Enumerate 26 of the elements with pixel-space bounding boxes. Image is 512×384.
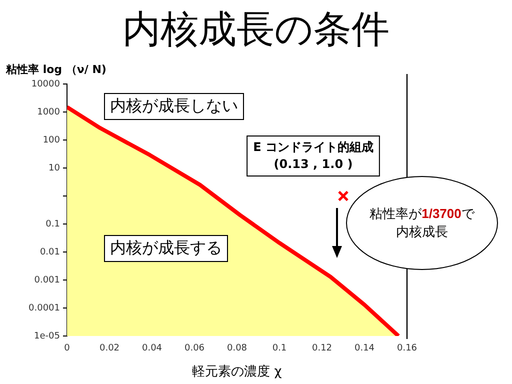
- y-tick-label: 100: [42, 135, 60, 146]
- y-tick-label: 10: [48, 163, 60, 174]
- chart-title: 内核成長の条件: [122, 6, 390, 53]
- annotation: E コンドライト的組成 (0.13 , 1.0 ): [253, 140, 374, 172]
- y-axis-title: 粘性率 log （ν/ N): [6, 62, 106, 77]
- x-tick-label: 0.06: [184, 344, 205, 354]
- x-axis-title: 軽元素の濃度 χ: [192, 364, 282, 380]
- y-tick-label: 0.01: [40, 247, 60, 258]
- x-tick-label: 0.16: [396, 344, 418, 354]
- annotation: 内核が成長しない: [104, 93, 244, 120]
- y-tick-label: 10000: [31, 79, 60, 90]
- y-tick-label: 1e-05: [34, 331, 60, 342]
- x-tick-label: 0.14: [354, 344, 375, 354]
- x-tick-label: 0.02: [99, 344, 120, 354]
- x-tick-label: 0.04: [142, 344, 162, 354]
- y-tick-label: 1000: [37, 107, 60, 118]
- x-tick-label: 0: [64, 344, 70, 354]
- y-tick-label: 0.001: [34, 275, 60, 286]
- annotation: 内核が成長する: [104, 235, 228, 262]
- y-tick-label: 0.1: [46, 219, 60, 230]
- x-tick-label: 0.12: [312, 344, 332, 354]
- annotation: 粘性率が1/3700で内核成長: [370, 206, 474, 240]
- speech-ellipse: 粘性率が1/3700で内核成長: [346, 176, 498, 270]
- x-tick-label: 0.1: [272, 344, 287, 354]
- y-tick-label: 0.0001: [28, 303, 60, 314]
- x-tick-label: 0.08: [226, 344, 248, 354]
